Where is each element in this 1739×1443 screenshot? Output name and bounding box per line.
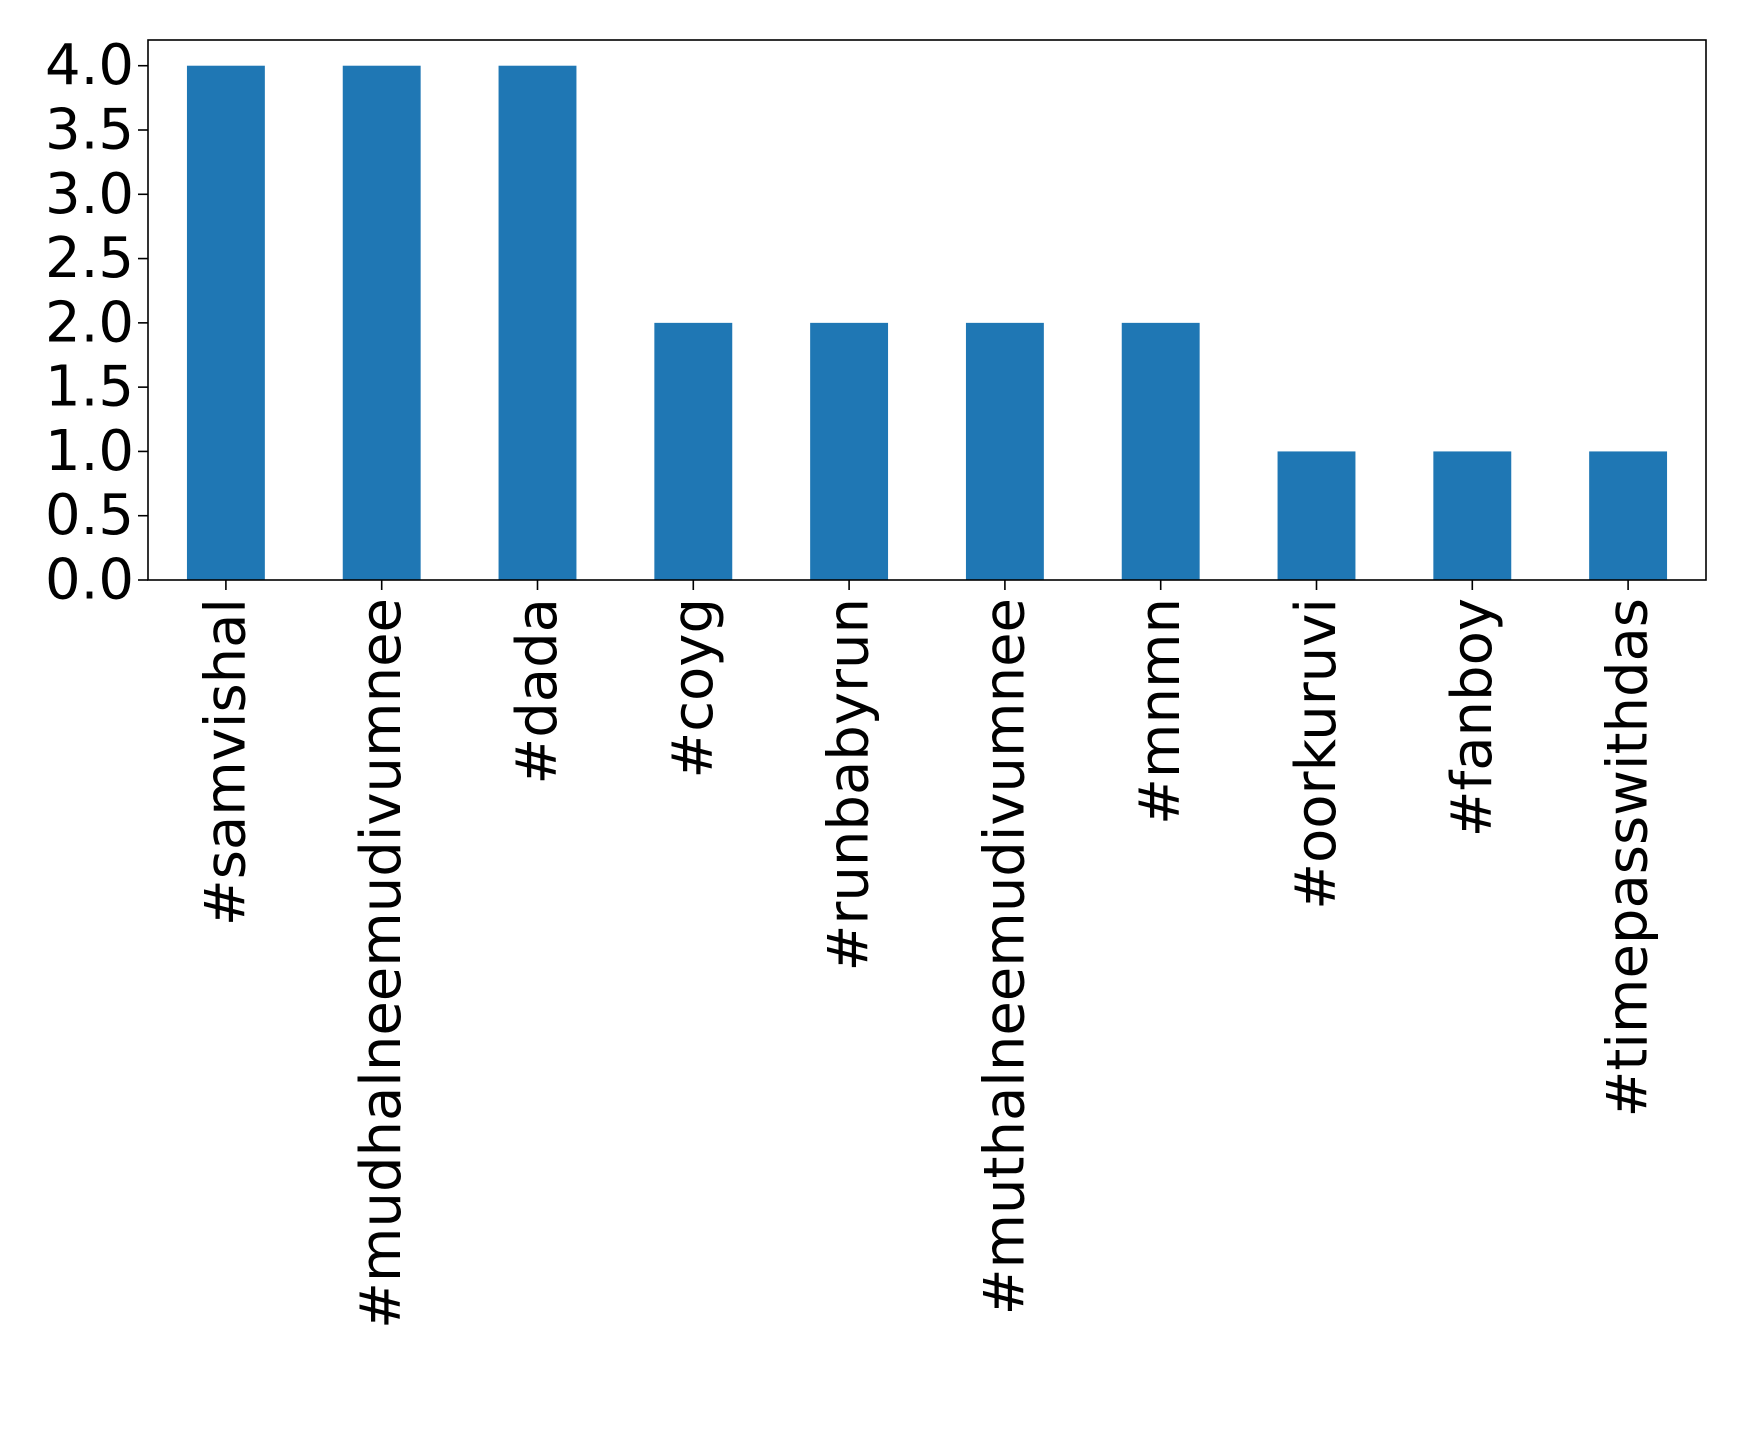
y-tick-label: 3.5 — [45, 98, 134, 163]
plot-frame — [147, 39, 1707, 581]
bar-samvishal — [186, 65, 265, 580]
bar-coyg — [654, 322, 733, 580]
x-tick-label: #samvishal — [193, 598, 258, 926]
y-axis: 0.00.51.01.52.02.53.03.54.0 — [45, 33, 148, 613]
x-axis: #samvishal #mudhalneemudivumnee #dada #coyg… — [193, 580, 1661, 1329]
bar-oorkuruvi — [1277, 451, 1356, 580]
x-tick-label: #timepasswithdas — [1596, 598, 1661, 1118]
x-tick-label: #runbabyrun — [817, 598, 882, 972]
y-tick-label: 3.0 — [45, 162, 134, 227]
x-tick-label: #muthalneemudivumnee — [972, 598, 1037, 1315]
bar-runbabyrun — [810, 322, 889, 580]
y-tick-label: 1.5 — [45, 355, 134, 420]
bars-layer — [186, 65, 1668, 580]
x-tick-label: #fanboy — [1440, 598, 1505, 837]
x-tick-label: #oorkuruvi — [1284, 598, 1349, 910]
x-tick-label: #dada — [505, 598, 570, 785]
x-tick-label: #mnmn — [1128, 598, 1193, 825]
bar-timepasswithdas — [1589, 451, 1668, 580]
bar-mnmn — [1121, 322, 1200, 580]
y-tick-label: 2.0 — [45, 290, 134, 355]
y-tick-label: 1.0 — [45, 419, 134, 484]
y-tick-label: 0.0 — [45, 548, 134, 613]
bar-fanboy — [1433, 451, 1512, 580]
bar-muthalneemudivumnee — [965, 322, 1044, 580]
y-tick-label: 2.5 — [45, 226, 134, 291]
bar-mudhalneemudivumnee — [342, 65, 421, 580]
y-tick-label: 4.0 — [45, 33, 134, 98]
y-tick-label: 0.5 — [45, 483, 134, 548]
x-tick-label: #mudhalneemudivumnee — [349, 598, 414, 1329]
bar-dada — [498, 65, 577, 580]
x-tick-label: #coyg — [661, 598, 726, 779]
